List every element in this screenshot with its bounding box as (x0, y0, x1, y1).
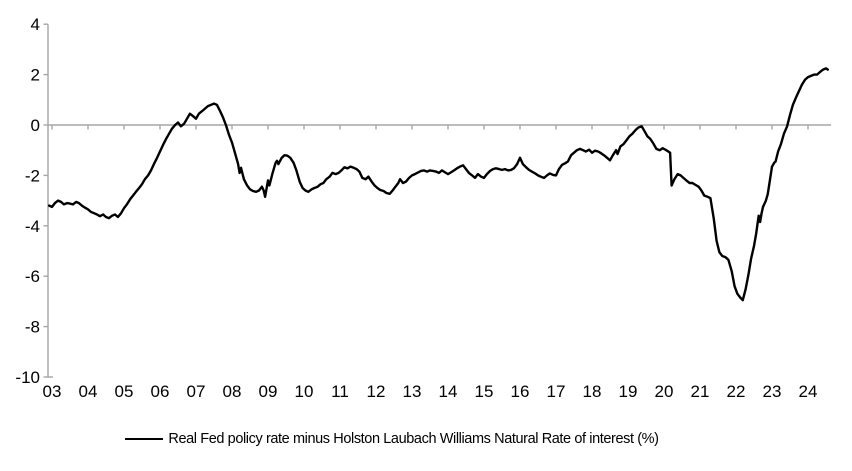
x-tick-label: 11 (331, 382, 349, 401)
x-tick-label: 10 (295, 382, 314, 401)
chart-legend: Real Fed policy rate minus Holston Lauba… (0, 431, 818, 447)
x-tick-label: 07 (187, 382, 206, 401)
legend-label: Real Fed policy rate minus Holston Lauba… (168, 431, 659, 447)
data-line-series (47, 67, 829, 302)
x-tick-label: 17 (547, 382, 566, 401)
y-tick-label: -8 (25, 318, 40, 337)
y-tick-label: -10 (15, 368, 40, 387)
x-tick-label: 23 (763, 382, 782, 401)
x-tick-label: 08 (223, 382, 242, 401)
y-tick-label: 0 (31, 116, 40, 135)
x-tick-label: 22 (727, 382, 746, 401)
y-tick-label: -6 (25, 267, 40, 286)
x-tick-label: 09 (259, 382, 278, 401)
x-tick-label: 04 (79, 382, 98, 401)
y-tick-label: 2 (31, 66, 40, 85)
x-tick-label: 12 (367, 382, 386, 401)
x-tick-label: 18 (583, 382, 602, 401)
x-tick-label: 21 (691, 382, 710, 401)
x-tick-label: 24 (799, 382, 818, 401)
y-tick-label: 4 (31, 15, 40, 34)
x-tick-label: 19 (619, 382, 638, 401)
x-tick-label: 03 (43, 382, 62, 401)
x-tick-label: 06 (151, 382, 170, 401)
y-tick-label: -2 (25, 166, 40, 185)
legend-line-swatch (125, 438, 164, 440)
x-tick-label: 05 (115, 382, 134, 401)
x-tick-label: 20 (655, 382, 674, 401)
y-tick-label: -4 (25, 217, 40, 236)
x-tick-label: 14 (439, 382, 458, 401)
x-tick-label: 15 (475, 382, 494, 401)
x-tick-label: 16 (511, 382, 530, 401)
x-tick-label: 13 (403, 382, 422, 401)
